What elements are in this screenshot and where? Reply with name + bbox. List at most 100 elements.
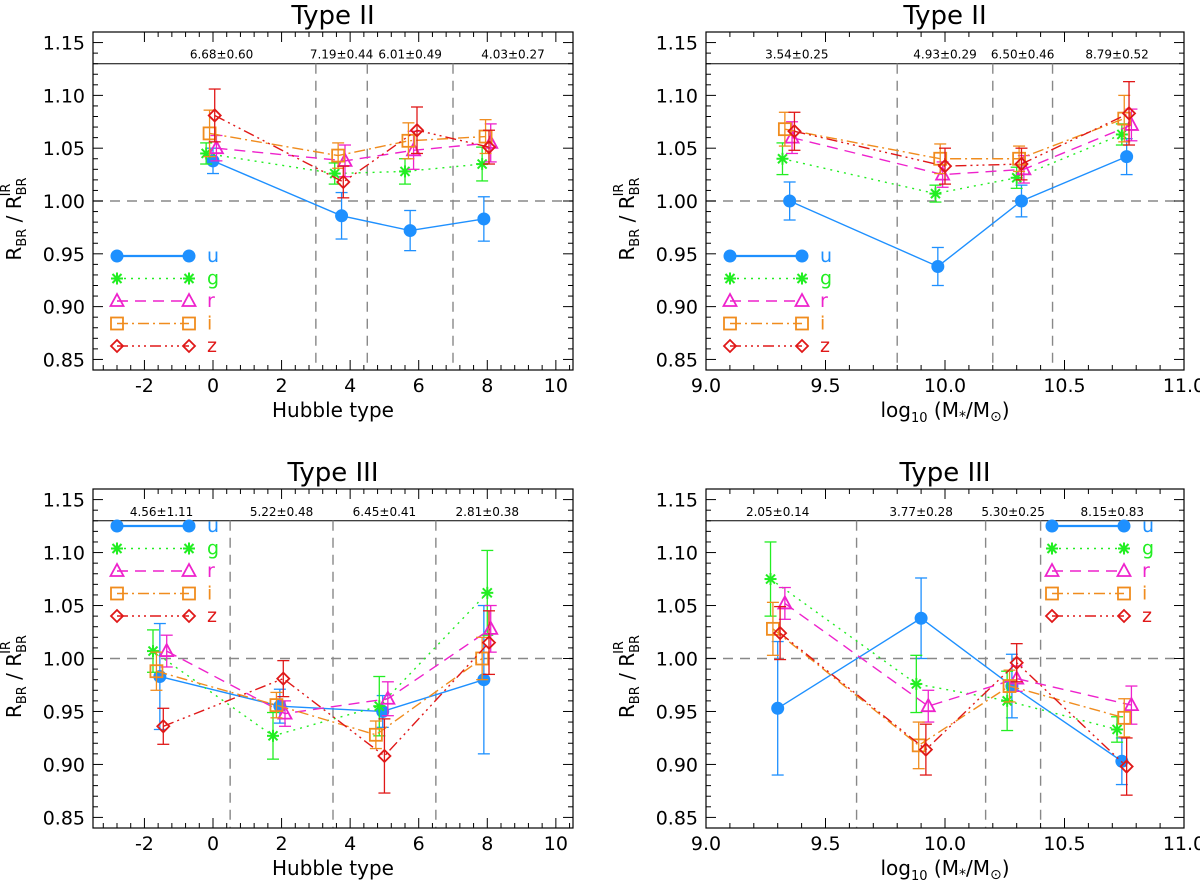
series-u-line xyxy=(159,675,485,713)
legend-marker-left-z xyxy=(1044,608,1060,624)
legend-label-z: z xyxy=(1142,605,1152,627)
point-i xyxy=(331,148,346,163)
y-tick-label: 0.90 xyxy=(43,754,85,776)
series-z-line xyxy=(163,642,490,757)
x-tick-label: 4 xyxy=(344,833,356,855)
y-tick-label: 0.90 xyxy=(43,297,85,319)
legend-entry-i: i xyxy=(1045,583,1147,605)
point-z xyxy=(1014,156,1029,172)
errorbar-i xyxy=(778,111,791,147)
series-g-line xyxy=(770,578,1118,731)
errorbar-i xyxy=(766,601,779,656)
y-tick-label: 1.05 xyxy=(43,596,85,618)
errorbar-z xyxy=(1123,80,1136,146)
legend-marker-right-z xyxy=(181,608,197,624)
x-axis-label: Hubble type xyxy=(272,856,394,880)
x-label-slash: /M xyxy=(966,856,990,880)
y-axis-label: RBR / RBRIR xyxy=(612,177,643,260)
series-u-line xyxy=(212,160,484,232)
point-i xyxy=(401,133,416,148)
point-z xyxy=(377,748,392,764)
point-g-stroke-d2 xyxy=(329,168,340,179)
y-tick-label: 1.10 xyxy=(43,543,85,565)
point-i xyxy=(1012,151,1026,166)
x-tick-label: 4 xyxy=(344,375,356,397)
series-g-line xyxy=(206,152,483,175)
legend-entry-u: u xyxy=(1045,515,1154,537)
series-u xyxy=(153,604,491,755)
y-label-subscript-2: BR xyxy=(15,177,30,195)
x-tick-label: 10 xyxy=(544,375,568,397)
y-tick-label: 1.15 xyxy=(656,490,698,512)
legend-marker-right-r xyxy=(180,292,198,307)
x-label-subscript: 10 xyxy=(911,411,928,426)
x-label-slash: /M xyxy=(966,398,990,422)
x-tick-label: 11.0 xyxy=(1163,375,1200,397)
series-z-line xyxy=(779,632,1128,768)
legend-marker-left-i xyxy=(110,586,124,601)
chart-panel-4: Type III 2.05±0.14 3.77±0.28 5.30±0.25 8.15±… xyxy=(612,458,1200,884)
y-label-subscript: BR xyxy=(15,686,30,704)
band-label-4: 4.03±0.27 xyxy=(481,48,545,62)
legend-entry-g: g xyxy=(1046,538,1154,560)
legend-marker-left-i xyxy=(1045,586,1059,601)
errorbar-i xyxy=(270,691,283,719)
legend-entry-i: i xyxy=(110,583,212,605)
y-tick-label: 1.05 xyxy=(656,596,698,618)
errorbar-z xyxy=(939,147,951,185)
series-u-line xyxy=(777,617,1123,762)
point-g xyxy=(776,152,789,165)
point-g-stroke-d2 xyxy=(777,153,788,164)
errorbar-z xyxy=(1015,147,1028,181)
legend-marker-left-g-stroke-d2 xyxy=(111,273,123,284)
x-axis-label: log10 (M*/M⊙) xyxy=(880,856,1009,884)
legend-marker-left-g xyxy=(724,272,736,285)
legend-label-g: g xyxy=(207,538,219,560)
point-i xyxy=(269,698,284,713)
y-tick-label: 1.00 xyxy=(43,649,85,671)
series-u xyxy=(783,138,1134,287)
point-r xyxy=(920,697,937,713)
legend-label-r: r xyxy=(1142,560,1150,582)
point-u xyxy=(1014,194,1028,208)
point-r xyxy=(776,594,793,610)
x-tick-label: 0 xyxy=(207,833,219,855)
legend-marker-left-g xyxy=(1046,542,1058,555)
y-tick-label: 1.10 xyxy=(656,85,698,107)
legend-entry-u: u xyxy=(723,245,832,267)
errorbar-z xyxy=(378,718,391,794)
y-label-superscript: IR xyxy=(612,184,627,197)
point-r xyxy=(1008,669,1025,685)
legend-entry-i: i xyxy=(723,313,825,335)
errorbar-i xyxy=(912,721,925,770)
chart-title: Type III xyxy=(899,458,991,488)
legend-label-g: g xyxy=(1142,538,1154,560)
legend-entry-z: z xyxy=(109,605,217,627)
series-z xyxy=(772,605,1134,796)
band-label-4: 2.81±0.38 xyxy=(456,505,520,519)
legend-marker-left-u xyxy=(110,519,124,533)
point-g xyxy=(764,573,777,586)
legend-marker-right-i xyxy=(182,586,196,601)
legend-entry-r: r xyxy=(108,560,215,582)
point-i xyxy=(368,727,383,742)
x-tick-label: 2 xyxy=(276,375,288,397)
point-g xyxy=(1001,694,1014,707)
legend-entry-i: i xyxy=(110,313,212,335)
series-i xyxy=(149,636,490,750)
y-tick-label: 1.15 xyxy=(656,33,698,55)
legend-marker-left-i xyxy=(110,316,124,331)
errorbar-z xyxy=(483,610,495,676)
x-tick-label: -2 xyxy=(135,833,154,855)
plot-area xyxy=(200,88,499,252)
x-label-close: ) xyxy=(1002,856,1010,880)
legend-label-i: i xyxy=(1142,583,1147,605)
series-r-line xyxy=(784,602,1132,707)
y-axis-label: RBR / RBRIR xyxy=(0,177,30,260)
errorbar-r xyxy=(778,586,791,620)
point-g-stroke-d2 xyxy=(267,730,279,742)
legend-entry-g: g xyxy=(111,538,219,560)
band-label-1: 6.68±0.60 xyxy=(190,48,254,62)
legend-label-u: u xyxy=(207,245,219,267)
